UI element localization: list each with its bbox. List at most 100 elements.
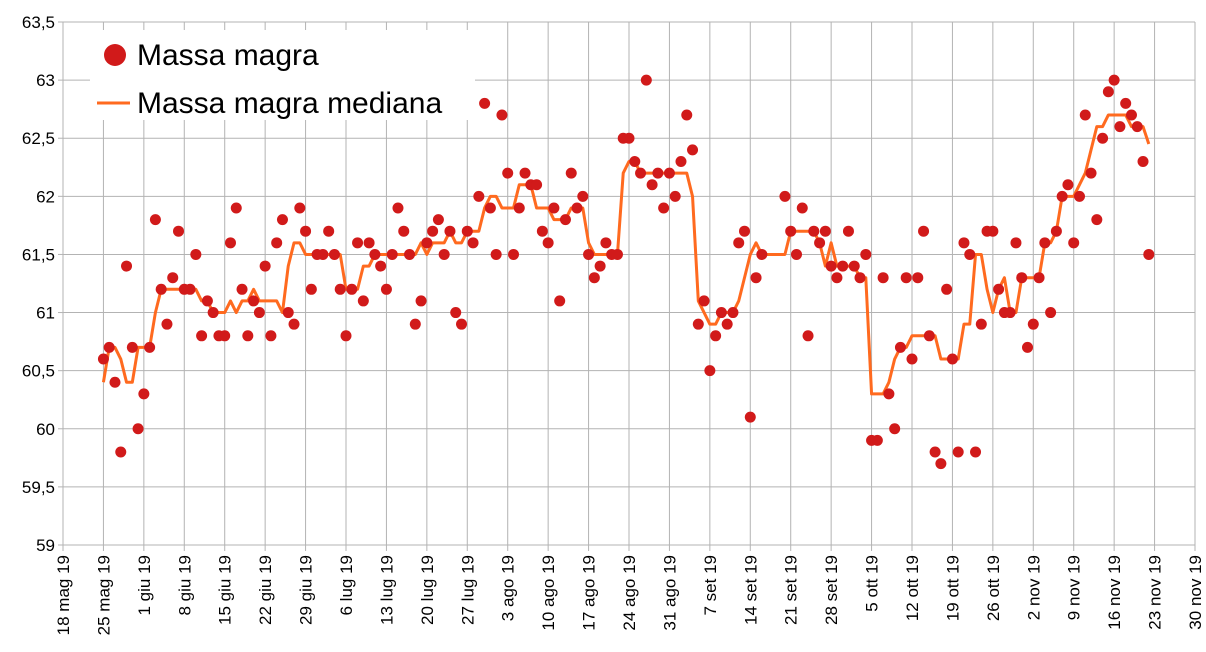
data-point bbox=[704, 365, 716, 377]
legend-label-massa-magra: Massa magra bbox=[137, 39, 319, 72]
data-point bbox=[935, 458, 947, 470]
data-point bbox=[1102, 86, 1114, 98]
data-point bbox=[583, 248, 595, 260]
y-tick-label: 62 bbox=[36, 187, 55, 206]
data-point bbox=[1027, 318, 1039, 330]
data-point bbox=[126, 341, 138, 353]
data-point bbox=[317, 248, 329, 260]
data-point bbox=[889, 423, 901, 435]
data-point bbox=[386, 248, 398, 260]
data-point bbox=[733, 237, 745, 249]
data-point bbox=[1091, 214, 1103, 226]
data-point bbox=[167, 272, 179, 284]
data-point bbox=[144, 341, 156, 353]
data-point bbox=[1114, 121, 1126, 133]
data-point bbox=[161, 318, 173, 330]
x-tick-label: 27 lug 19 bbox=[458, 555, 477, 625]
data-point bbox=[842, 225, 854, 237]
data-point bbox=[588, 272, 600, 284]
data-point bbox=[652, 167, 664, 179]
y-tick-label: 59 bbox=[36, 536, 55, 555]
data-point bbox=[328, 248, 340, 260]
data-point bbox=[681, 109, 693, 121]
x-tick-label: 8 giu 19 bbox=[175, 555, 194, 616]
data-point bbox=[352, 237, 364, 249]
data-point bbox=[675, 155, 687, 167]
data-point bbox=[808, 225, 820, 237]
data-point bbox=[542, 237, 554, 249]
y-tick-label: 60,5 bbox=[22, 362, 55, 381]
data-point bbox=[871, 434, 883, 446]
data-point bbox=[173, 225, 185, 237]
data-point bbox=[253, 307, 265, 319]
data-point bbox=[207, 307, 219, 319]
data-point bbox=[941, 283, 953, 295]
legend-marker-massa-magra bbox=[104, 44, 126, 66]
data-point bbox=[1033, 272, 1045, 284]
data-point bbox=[744, 411, 756, 423]
data-point bbox=[184, 283, 196, 295]
data-point bbox=[479, 97, 491, 109]
data-point bbox=[398, 225, 410, 237]
data-point bbox=[1120, 97, 1132, 109]
data-point bbox=[224, 237, 236, 249]
x-tick-label: 14 set 19 bbox=[741, 555, 760, 625]
axes bbox=[58, 21, 1196, 551]
data-point bbox=[155, 283, 167, 295]
data-point bbox=[952, 446, 964, 458]
data-point bbox=[467, 237, 479, 249]
data-point bbox=[461, 225, 473, 237]
data-point bbox=[548, 202, 560, 214]
data-point bbox=[346, 283, 358, 295]
data-point bbox=[946, 353, 958, 365]
data-point bbox=[975, 318, 987, 330]
data-point bbox=[877, 272, 889, 284]
data-point bbox=[993, 283, 1005, 295]
median-line-path bbox=[101, 113, 1151, 396]
data-point bbox=[594, 260, 606, 272]
legend: Massa magra Massa magra mediana bbox=[90, 30, 475, 120]
x-tick-label: 3 ago 19 bbox=[499, 555, 518, 621]
median-series bbox=[101, 113, 1151, 396]
x-tick-label: 17 ago 19 bbox=[580, 555, 599, 631]
data-point bbox=[1125, 109, 1137, 121]
data-point bbox=[814, 237, 826, 249]
data-point bbox=[109, 376, 121, 388]
data-point bbox=[906, 353, 918, 365]
y-tick-label: 59,5 bbox=[22, 478, 55, 497]
scatter-series bbox=[97, 74, 1155, 470]
data-point bbox=[427, 225, 439, 237]
data-point bbox=[490, 248, 502, 260]
data-point bbox=[854, 272, 866, 284]
data-point bbox=[1143, 248, 1155, 260]
y-tick-label: 61 bbox=[36, 304, 55, 323]
x-tick-label: 2 nov 19 bbox=[1024, 555, 1043, 620]
data-point bbox=[1010, 237, 1022, 249]
y-tick-label: 62,5 bbox=[22, 129, 55, 148]
data-point bbox=[554, 295, 566, 307]
y-tick-labels: 59 59,5 60 60,5 61 61,5 62 62,5 63 63,5 bbox=[22, 13, 55, 555]
data-point bbox=[190, 248, 202, 260]
data-point bbox=[894, 341, 906, 353]
data-point bbox=[103, 341, 115, 353]
data-point bbox=[357, 295, 369, 307]
data-point bbox=[964, 248, 976, 260]
data-point bbox=[421, 237, 433, 249]
data-point bbox=[496, 109, 508, 121]
data-point bbox=[265, 330, 277, 342]
x-tick-label: 16 nov 19 bbox=[1105, 555, 1124, 630]
x-tick-label: 7 set 19 bbox=[701, 555, 720, 616]
x-tick-label: 25 mag 19 bbox=[94, 555, 113, 635]
x-tick-label: 6 lug 19 bbox=[337, 555, 356, 616]
data-point bbox=[929, 446, 941, 458]
data-point bbox=[450, 307, 462, 319]
data-point bbox=[577, 190, 589, 202]
data-point bbox=[559, 214, 571, 226]
data-point bbox=[571, 202, 583, 214]
data-point bbox=[1068, 237, 1080, 249]
data-point bbox=[138, 388, 150, 400]
data-point bbox=[536, 225, 548, 237]
data-point bbox=[1073, 190, 1085, 202]
data-point bbox=[242, 330, 254, 342]
x-tick-label: 20 lug 19 bbox=[418, 555, 437, 625]
